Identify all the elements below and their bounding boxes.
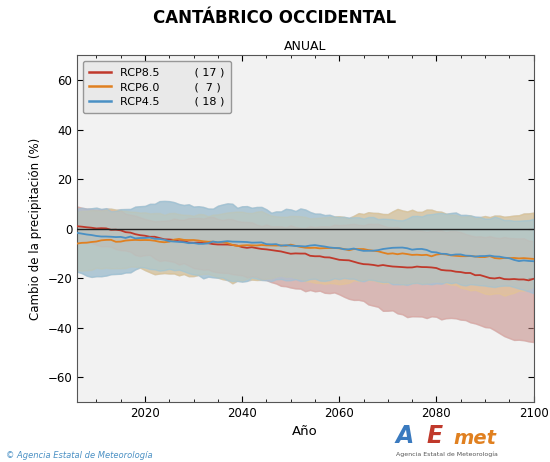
Text: A: A (396, 424, 414, 448)
Text: E: E (426, 424, 442, 448)
Title: ANUAL: ANUAL (284, 40, 327, 53)
X-axis label: Año: Año (293, 426, 318, 438)
Legend: RCP8.5          ( 17 ), RCP6.0          (  7 ), RCP4.5          ( 18 ): RCP8.5 ( 17 ), RCP6.0 ( 7 ), RCP4.5 ( 18… (82, 61, 232, 113)
Y-axis label: Cambio de la precipitación (%): Cambio de la precipitación (%) (29, 138, 42, 320)
Text: CANTÁBRICO OCCIDENTAL: CANTÁBRICO OCCIDENTAL (153, 9, 397, 27)
Text: © Agencia Estatal de Meteorología: © Agencia Estatal de Meteorología (6, 451, 152, 460)
Text: met: met (454, 429, 497, 448)
Text: Agencia Estatal de Meteorología: Agencia Estatal de Meteorología (396, 452, 498, 457)
